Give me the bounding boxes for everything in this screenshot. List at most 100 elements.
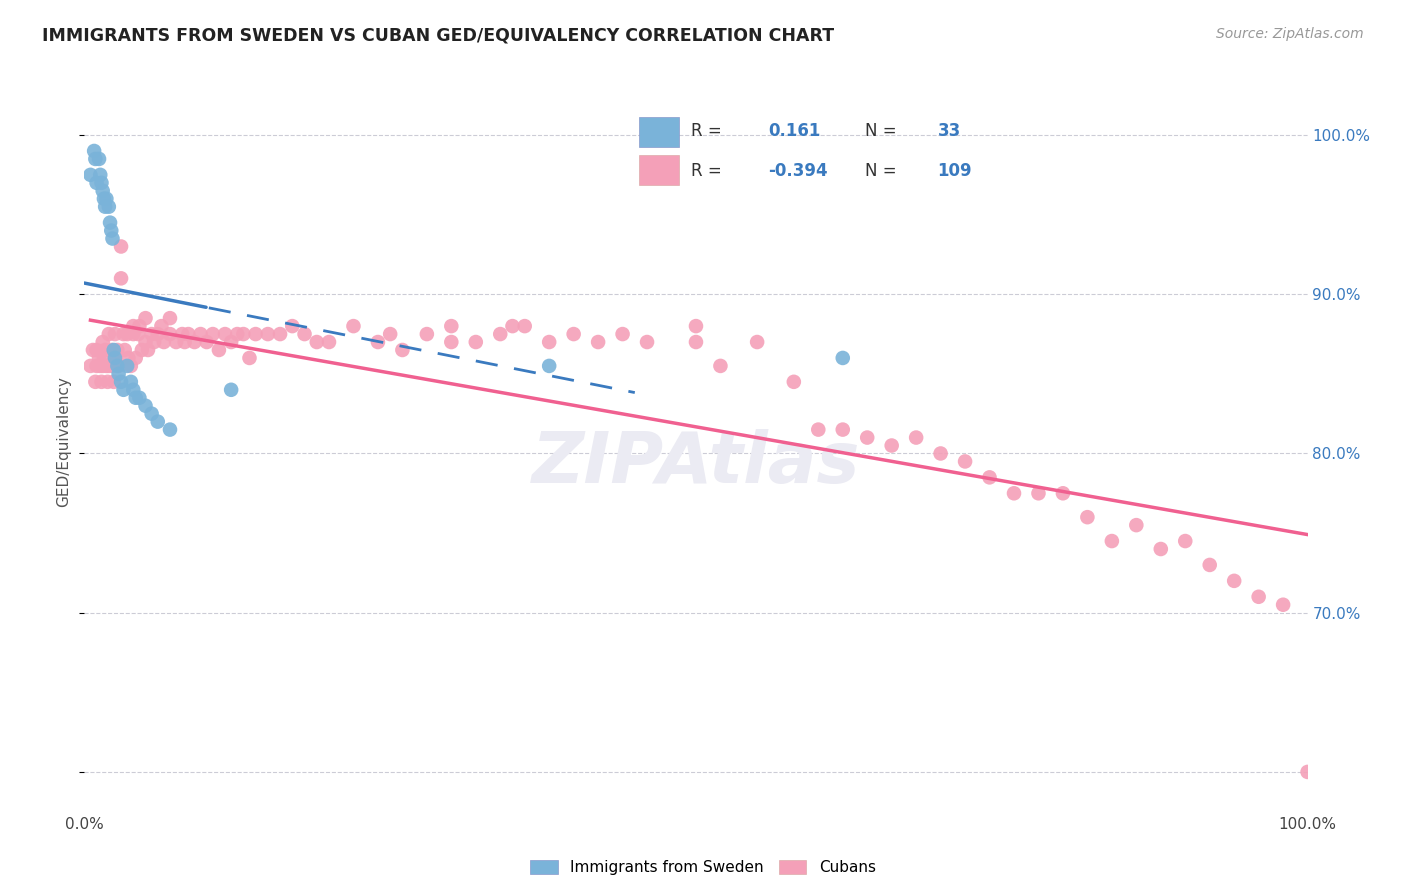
- Point: [141, 407, 163, 421]
- Point: [440, 319, 463, 334]
- Point: [257, 327, 280, 342]
- Point: [538, 359, 561, 373]
- Point: [128, 391, 150, 405]
- Point: [128, 319, 150, 334]
- Point: [464, 334, 486, 349]
- Point: [367, 334, 389, 349]
- Point: [89, 359, 111, 373]
- Point: [318, 334, 340, 349]
- Point: [117, 351, 139, 365]
- Point: [122, 319, 145, 334]
- Point: [86, 359, 108, 373]
- Point: [105, 359, 128, 373]
- Point: [1101, 534, 1123, 549]
- Point: [685, 319, 707, 334]
- Point: [1223, 574, 1246, 588]
- Point: [1272, 598, 1295, 612]
- Point: [107, 359, 129, 373]
- Point: [115, 359, 138, 373]
- Point: [104, 351, 127, 365]
- Point: [90, 375, 112, 389]
- Point: [1296, 764, 1319, 779]
- Point: [177, 327, 200, 342]
- Point: [807, 423, 830, 437]
- Point: [747, 334, 769, 349]
- Point: [135, 399, 157, 413]
- Point: [953, 454, 976, 468]
- Point: [208, 343, 231, 357]
- Point: [87, 351, 110, 365]
- Point: [104, 327, 127, 342]
- Point: [190, 327, 212, 342]
- Point: [122, 327, 145, 342]
- Point: [120, 359, 142, 373]
- Point: [97, 375, 120, 389]
- Point: [91, 334, 114, 349]
- Y-axis label: GED/Equivalency: GED/Equivalency: [56, 376, 72, 507]
- Point: [856, 431, 879, 445]
- Point: [136, 343, 159, 357]
- Point: [1076, 510, 1098, 524]
- Point: [159, 311, 181, 326]
- Point: [201, 327, 224, 342]
- Point: [93, 192, 115, 206]
- Text: ZIPAtlas: ZIPAtlas: [531, 429, 860, 499]
- Point: [219, 383, 242, 397]
- Point: [120, 375, 142, 389]
- Point: [98, 216, 121, 230]
- Point: [172, 327, 194, 342]
- Point: [165, 334, 187, 349]
- Point: [380, 327, 402, 342]
- Point: [103, 375, 125, 389]
- Point: [586, 334, 609, 349]
- Point: [146, 415, 169, 429]
- Point: [305, 334, 328, 349]
- Point: [91, 184, 114, 198]
- Point: [84, 375, 107, 389]
- Point: [342, 319, 364, 334]
- Point: [391, 343, 413, 357]
- Point: [135, 334, 157, 349]
- Point: [562, 327, 585, 342]
- Point: [929, 446, 952, 460]
- Point: [416, 327, 439, 342]
- Point: [105, 343, 128, 357]
- Point: [159, 423, 181, 437]
- Point: [131, 343, 153, 357]
- Point: [245, 327, 267, 342]
- Point: [502, 319, 524, 334]
- Text: Source: ZipAtlas.com: Source: ZipAtlas.com: [1216, 27, 1364, 41]
- Point: [110, 239, 132, 253]
- Point: [86, 176, 108, 190]
- Point: [709, 359, 731, 373]
- Point: [89, 168, 111, 182]
- Point: [238, 351, 260, 365]
- Point: [97, 359, 120, 373]
- Point: [135, 311, 157, 326]
- Point: [538, 334, 561, 349]
- Point: [1052, 486, 1074, 500]
- Point: [125, 351, 148, 365]
- Point: [831, 351, 853, 365]
- Point: [141, 327, 163, 342]
- Point: [1028, 486, 1050, 500]
- Point: [79, 168, 101, 182]
- Point: [96, 359, 118, 373]
- Point: [232, 327, 254, 342]
- Point: [226, 327, 249, 342]
- Point: [489, 327, 512, 342]
- Point: [1247, 590, 1270, 604]
- Point: [1002, 486, 1025, 500]
- Point: [100, 223, 122, 237]
- Point: [685, 334, 707, 349]
- Point: [115, 327, 138, 342]
- Point: [93, 351, 115, 365]
- Text: IMMIGRANTS FROM SWEDEN VS CUBAN GED/EQUIVALENCY CORRELATION CHART: IMMIGRANTS FROM SWEDEN VS CUBAN GED/EQUI…: [42, 27, 834, 45]
- Point: [110, 375, 132, 389]
- Point: [146, 327, 169, 342]
- Point: [612, 327, 634, 342]
- Point: [127, 327, 149, 342]
- Point: [112, 327, 135, 342]
- Point: [83, 144, 105, 158]
- Point: [783, 375, 806, 389]
